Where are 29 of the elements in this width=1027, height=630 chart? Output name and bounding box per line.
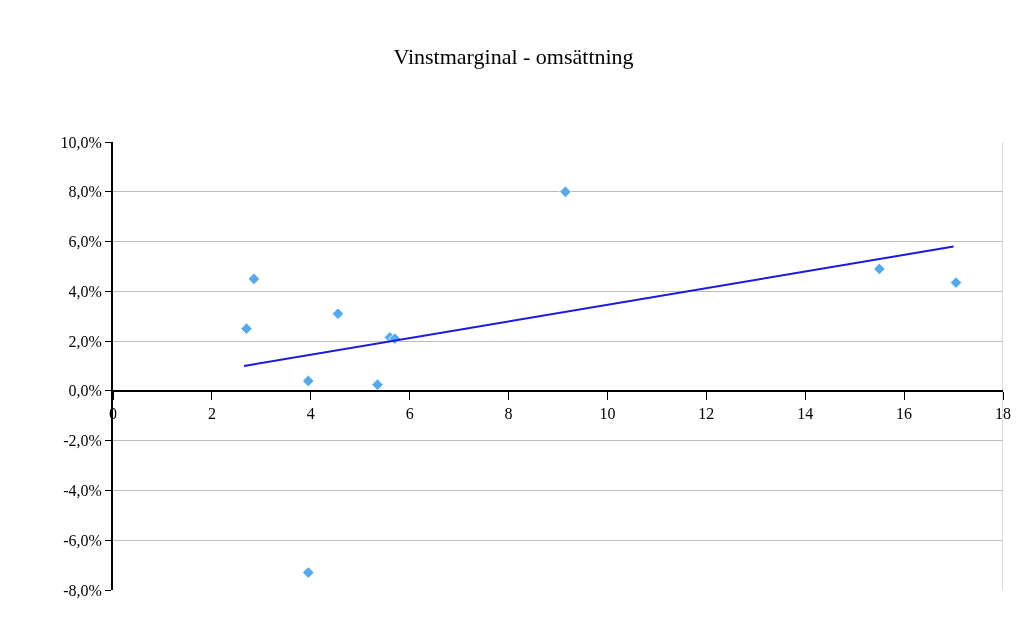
x-tick-label: 14 xyxy=(797,405,814,423)
x-tick-label: 2 xyxy=(207,405,216,423)
point xyxy=(559,185,572,199)
y-tick-label: -6,0% xyxy=(63,531,102,549)
y-tick-label: 6,0% xyxy=(68,233,102,251)
y-tick-label: -4,0% xyxy=(63,482,102,500)
y-tick-label: -2,0% xyxy=(63,432,102,450)
point xyxy=(301,374,315,388)
x-tick-label: 18 xyxy=(995,405,1011,423)
x-tick-label: 10 xyxy=(599,405,616,423)
point xyxy=(873,262,886,276)
y-tick-label: 2,0% xyxy=(68,332,102,350)
y-tick-label: -8,0% xyxy=(63,581,102,599)
y-tick-label: 0,0% xyxy=(68,382,102,400)
point xyxy=(949,276,963,289)
x-tick-label: 6 xyxy=(405,405,414,423)
point xyxy=(371,378,384,392)
point xyxy=(240,322,253,336)
y-tick-label: 10,0% xyxy=(60,133,102,151)
point xyxy=(247,272,261,286)
x-tick-label: 12 xyxy=(698,405,715,423)
point xyxy=(301,566,315,579)
y-tick-label: 4,0% xyxy=(68,282,102,300)
x-tick-label: 4 xyxy=(306,405,315,423)
chart-title: Vinstmarginal - omsättning xyxy=(393,44,634,70)
x-tick-label: 8 xyxy=(504,405,513,423)
x-tick-label: 16 xyxy=(896,405,913,423)
y-tick-label: 8,0% xyxy=(68,183,102,201)
point xyxy=(331,307,345,321)
